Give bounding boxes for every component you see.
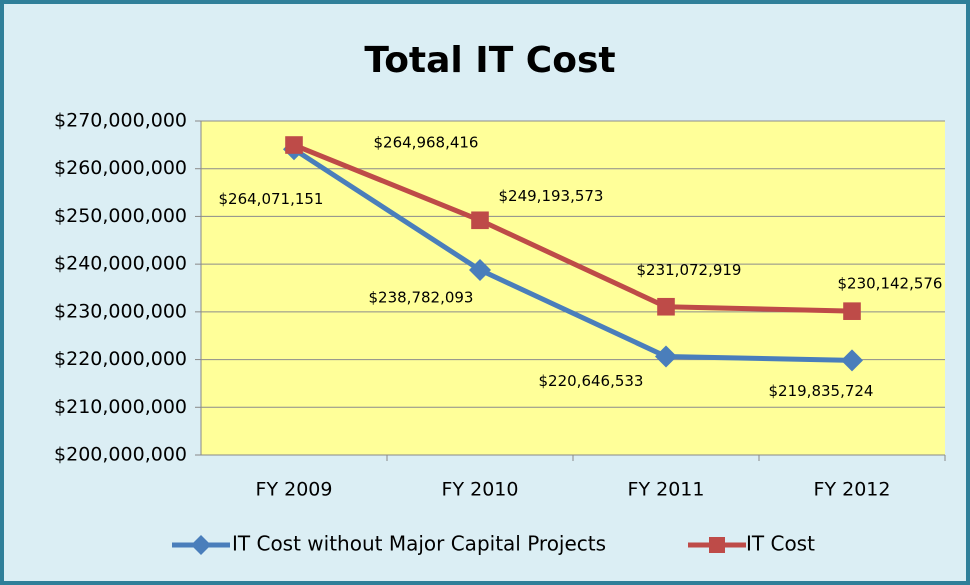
y-tick-label: $230,000,000 [54,300,187,322]
marker [469,258,491,281]
marker [841,349,863,372]
data-label: $220,646,533 [539,372,644,390]
y-tick-label: $200,000,000 [54,444,187,466]
legend-label: IT Cost [746,532,815,556]
data-label: $264,968,416 [374,134,479,152]
marker [471,211,489,230]
chart-title: Total IT Cost [364,40,615,81]
marker [843,302,861,320]
y-tick-label: $260,000,000 [54,157,187,179]
marker [191,535,211,555]
y-tick-label: $220,000,000 [54,348,187,370]
marker [709,537,725,553]
y-tick-label: $240,000,000 [54,253,187,275]
series-line [292,147,853,363]
marker [657,297,675,316]
data-label: $230,142,576 [838,275,943,293]
plot-area [201,121,945,455]
x-tick-label: FY 2009 [256,479,333,501]
marker [285,136,303,154]
data-label: $264,071,151 [219,190,324,208]
y-tick-label: $270,000,000 [54,110,187,132]
data-label: $249,193,573 [499,187,604,205]
y-tick-label: $210,000,000 [54,396,187,418]
legend-label: IT Cost without Major Capital Projects [232,532,606,556]
x-tick-label: FY 2011 [628,479,705,501]
series-line [293,142,853,314]
data-label: $219,835,724 [769,382,874,400]
marker [655,345,677,368]
data-label: $238,782,093 [369,288,474,306]
x-tick-label: FY 2010 [442,479,519,501]
x-tick-label: FY 2012 [814,479,891,501]
y-tick-label: $250,000,000 [54,205,187,227]
data-label: $231,072,919 [637,261,742,279]
